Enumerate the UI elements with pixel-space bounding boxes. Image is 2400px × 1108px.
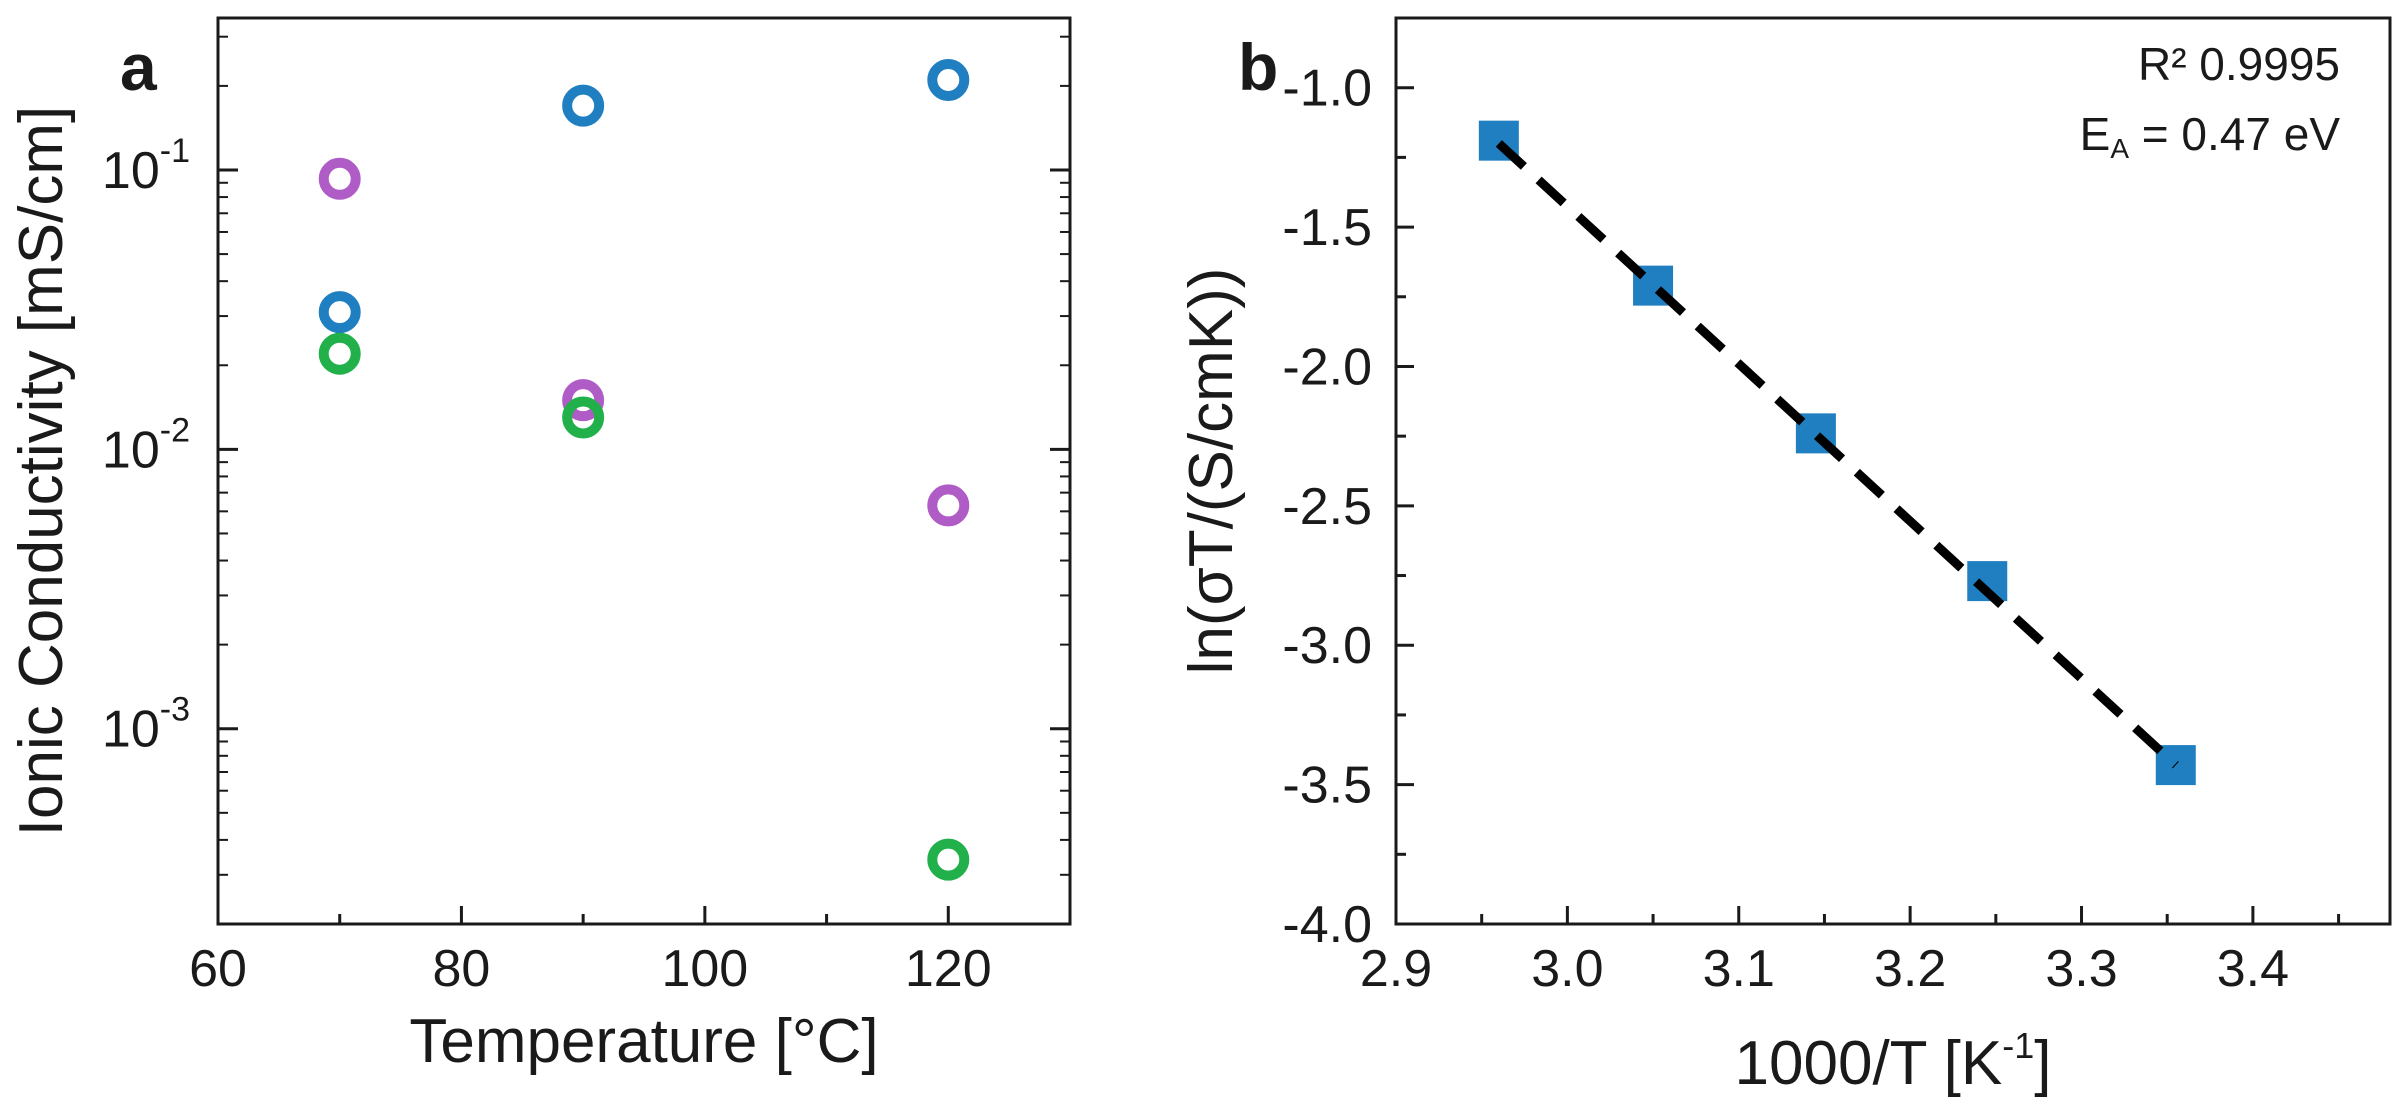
panel-a-point-purple [318, 157, 361, 200]
panel-b-y-tick-label: -3.0 [1282, 617, 1372, 675]
panel-a-y-ticks: 10-3 10-2 10-1 [102, 35, 1070, 925]
r-squared-annotation: R² 0.9995 [2138, 38, 2340, 90]
panel-b-x-label-end: ] [2034, 1029, 2051, 1098]
panel-a-x-tick-label: 80 [433, 940, 491, 998]
panel-b-y-tick-label: -2.0 [1282, 338, 1372, 396]
ea-value: = 0.47 eV [2129, 108, 2340, 160]
panel-b-x-tick-label: 2.9 [1360, 940, 1432, 998]
panel-b-y-ticks: -1.0 -1.5 -2.0 -2.5 -3.0 -3.5 -4.0 [1282, 60, 1414, 954]
panel-a-point-green [318, 332, 361, 375]
panel-b-x-ticks: 2.9 3.0 3.1 3.2 3.3 3.4 [1360, 906, 2341, 998]
panel-a-point-blue [562, 84, 605, 127]
panel-b-y-tick-label: -1.5 [1282, 199, 1372, 257]
panel-a-x-tick-label: 60 [189, 940, 247, 998]
panel-a-point-blue [318, 291, 361, 334]
panel-b-x-axis-label: 1000/T [K-1] [1735, 1025, 2052, 1098]
panel-b-y-tick-label: -3.5 [1282, 757, 1372, 815]
panel-a-point-green [562, 396, 605, 439]
panel-a-y-tick-label: 10-1 [102, 132, 190, 200]
panel-a-letter: a [120, 30, 158, 104]
panel-a-y-tick-label: 10-3 [102, 691, 190, 759]
panel-b-x-tick-label: 3.3 [2045, 940, 2117, 998]
panel-a-point-blue [927, 58, 970, 101]
panel-b-x-label-main: 1000/T [K [1735, 1029, 2003, 1098]
panel-a-x-ticks: 60 80 100 120 [189, 906, 1072, 998]
panel-a-point-green [927, 838, 970, 881]
panel-b-x-label-sup: -1 [2002, 1025, 2034, 1066]
panel-b-y-tick-label: -2.5 [1282, 478, 1372, 536]
panel-a: a 60 80 100 120 10-3 10-2 10-1 Temperature [°… [7, 16, 1072, 1076]
panel-b: b 2.9 3.0 3.1 3.2 3.3 3.4 -1.0 -1.5 -2.0 -2.5 -3.… [1177, 16, 2392, 1098]
ea-prefix: E [2080, 108, 2111, 160]
panel-b-fit-line [1495, 140, 2179, 769]
panel-a-y-tick-label: 10-2 [102, 411, 190, 479]
activation-energy-annotation: EA = 0.47 eV [2080, 108, 2341, 164]
panel-b-x-tick-label: 3.1 [1703, 940, 1775, 998]
panel-a-points [318, 58, 970, 881]
panel-a-y-axis-label: Ionic Conductivity [mS/cm] [7, 106, 76, 836]
ea-subscript: A [2110, 133, 2129, 164]
panel-b-x-tick-label: 3.4 [2217, 940, 2289, 998]
panel-b-frame [1394, 16, 2392, 926]
panel-b-y-tick-label: -1.0 [1282, 60, 1372, 118]
panel-a-frame [216, 16, 1072, 926]
panel-b-y-axis-label: ln(σT/(S/cmK)) [1177, 268, 1246, 675]
panel-a-x-tick-label: 100 [661, 940, 748, 998]
panel-b-letter: b [1238, 30, 1278, 104]
panel-a-x-axis-label: Temperature [°C] [409, 1007, 878, 1076]
panel-a-x-tick-label: 120 [905, 940, 992, 998]
panel-b-x-tick-label: 3.0 [1531, 940, 1603, 998]
panel-a-point-purple [562, 379, 605, 422]
panel-a-point-purple [927, 484, 970, 527]
panel-b-x-tick-label: 3.2 [1874, 940, 1946, 998]
panel-b-y-tick-label: -4.0 [1282, 896, 1372, 954]
